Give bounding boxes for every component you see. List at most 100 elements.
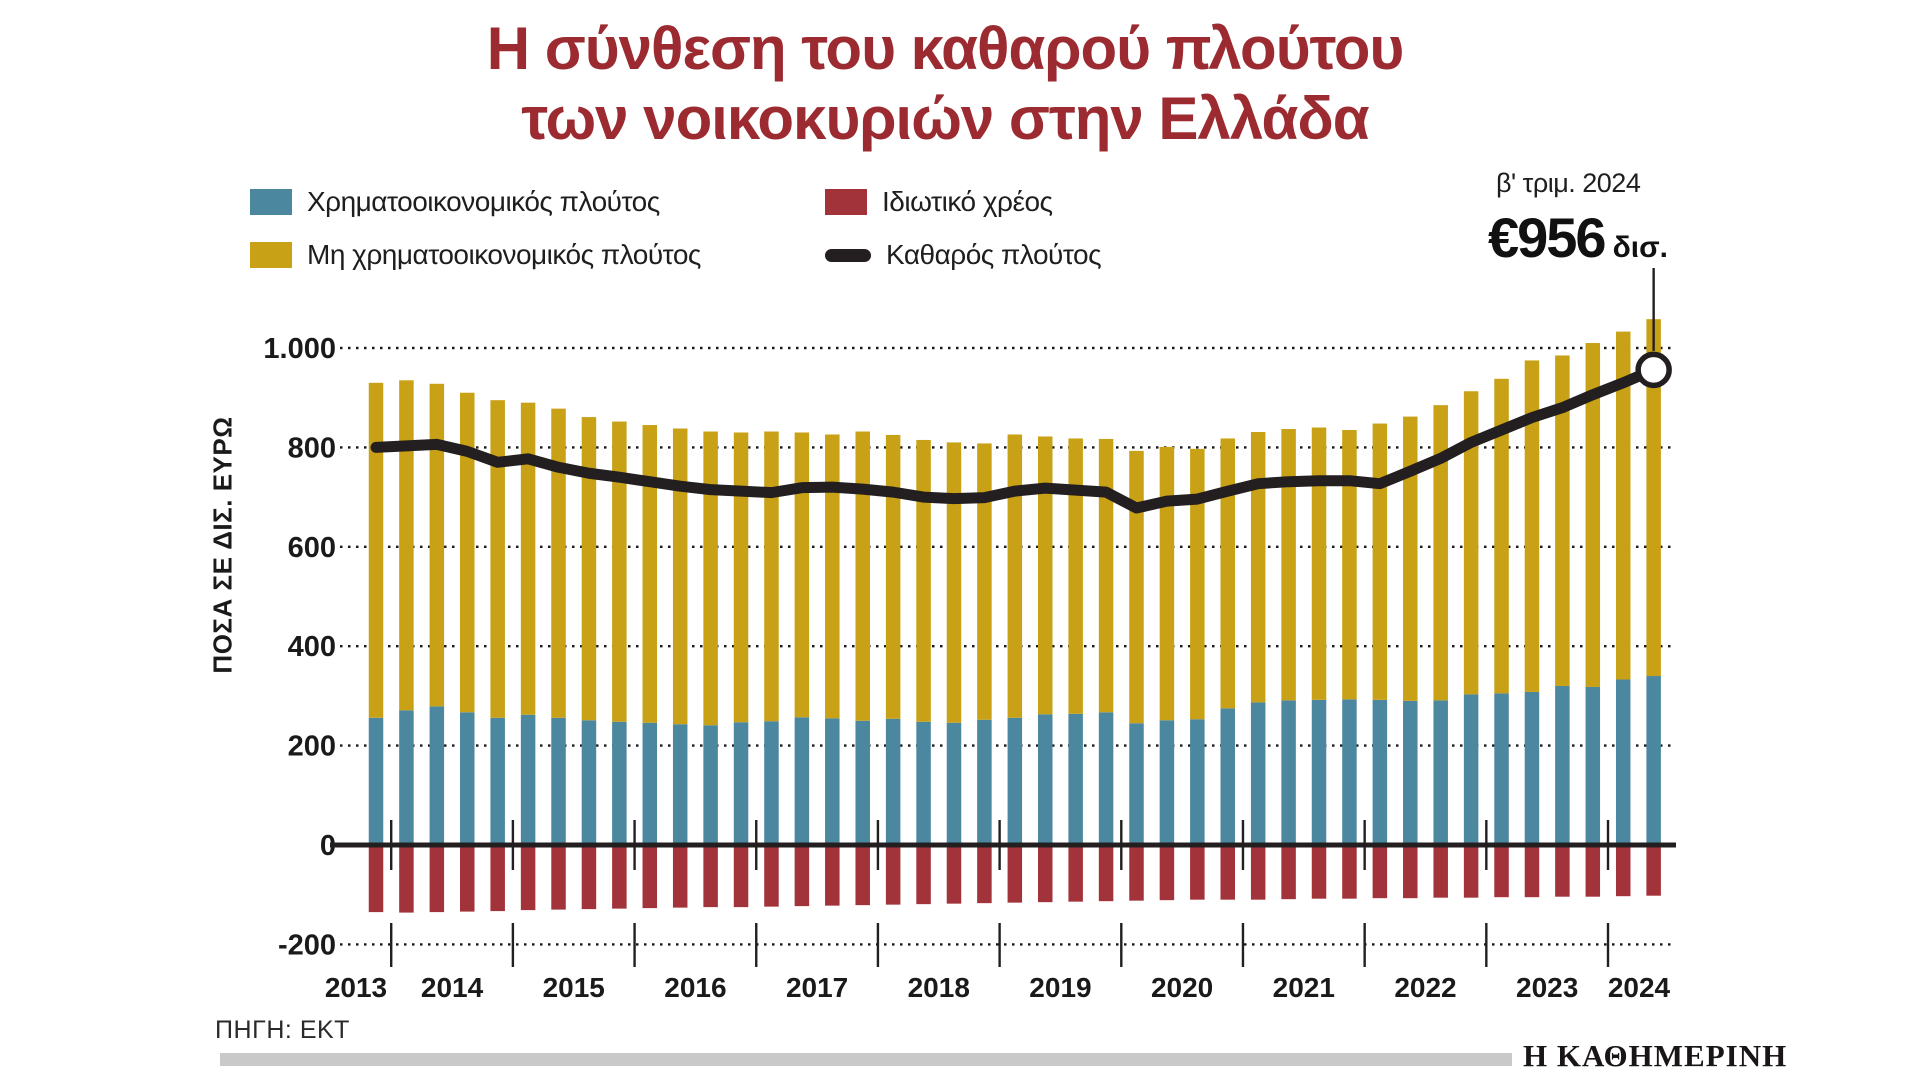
bar-non-financial bbox=[825, 434, 840, 719]
bar-debt bbox=[1281, 845, 1296, 900]
bar-financial bbox=[490, 717, 505, 845]
bar-financial bbox=[1403, 700, 1418, 845]
callout-unit: δισ. bbox=[1612, 231, 1668, 264]
bar-debt bbox=[1129, 845, 1144, 901]
bar-non-financial bbox=[1159, 446, 1175, 721]
net-wealth-line-swatch-icon bbox=[825, 248, 871, 262]
private-debt-swatch-icon bbox=[825, 189, 867, 215]
page-title: Η σύνθεση του καθαρού πλούτου των νοικοκ… bbox=[0, 14, 1890, 153]
bar-non-financial bbox=[1311, 427, 1327, 700]
bar-non-financial bbox=[794, 432, 810, 718]
svg-text:2021: 2021 bbox=[1273, 972, 1335, 1003]
title-line-1: Η σύνθεση του καθαρού πλούτου bbox=[486, 15, 1405, 82]
svg-text:1.000: 1.000 bbox=[263, 333, 336, 365]
bar-financial bbox=[429, 706, 445, 845]
bar-financial bbox=[977, 719, 992, 845]
svg-text:200: 200 bbox=[288, 731, 336, 763]
bar-non-financial bbox=[855, 431, 870, 721]
svg-text:0: 0 bbox=[320, 830, 336, 862]
svg-text:800: 800 bbox=[288, 432, 336, 464]
bar-non-financial bbox=[672, 428, 688, 725]
latest-point-marker bbox=[1635, 351, 1672, 389]
bar-debt bbox=[1159, 845, 1175, 901]
bar-debt bbox=[1220, 845, 1236, 900]
bar-non-financial bbox=[1342, 430, 1357, 700]
bar-debt bbox=[1007, 845, 1023, 903]
bar-debt bbox=[855, 845, 870, 906]
bar-non-financial bbox=[1524, 360, 1540, 692]
bar-financial bbox=[1037, 714, 1053, 845]
bar-non-financial bbox=[520, 402, 536, 715]
bar-financial bbox=[368, 717, 384, 845]
bar-non-financial bbox=[1403, 416, 1418, 701]
bar-non-financial bbox=[885, 434, 901, 719]
bar-financial bbox=[1555, 685, 1570, 845]
callout-value: €956 δισ. bbox=[1488, 205, 1748, 270]
bar-debt bbox=[1555, 845, 1570, 897]
bar-financial bbox=[1372, 699, 1388, 845]
non-financial-wealth-swatch-icon bbox=[250, 242, 292, 268]
bar-non-financial bbox=[612, 421, 627, 722]
bar-financial bbox=[1068, 713, 1083, 845]
bar-financial bbox=[1463, 694, 1479, 845]
bar-non-financial bbox=[1585, 343, 1601, 687]
stacked-bars bbox=[368, 319, 1661, 913]
bar-debt bbox=[825, 845, 840, 906]
bar-financial bbox=[855, 720, 870, 845]
bar-non-financial bbox=[1068, 438, 1083, 714]
bar-debt bbox=[551, 845, 566, 910]
legend-label: Μη χρηματοοικονομικός πλούτος bbox=[307, 239, 701, 270]
bar-non-financial bbox=[1372, 423, 1388, 700]
bar-financial bbox=[825, 718, 840, 845]
bar-non-financial bbox=[1494, 378, 1509, 694]
bar-non-financial bbox=[1098, 438, 1114, 713]
bar-debt bbox=[490, 845, 505, 912]
bar-non-financial bbox=[1037, 436, 1053, 715]
bar-financial bbox=[1098, 712, 1114, 845]
bar-financial bbox=[551, 717, 566, 845]
svg-text:2019: 2019 bbox=[1029, 972, 1091, 1003]
footer-divider-bar bbox=[220, 1053, 1512, 1066]
bar-financial bbox=[733, 722, 749, 845]
bar-non-financial bbox=[764, 431, 779, 722]
source-note: ΠΗΓΗ: ΕΚΤ bbox=[215, 1016, 350, 1044]
bar-financial bbox=[885, 718, 901, 845]
bar-financial bbox=[460, 712, 475, 845]
svg-text:2013: 2013 bbox=[325, 972, 387, 1003]
bar-financial bbox=[581, 720, 597, 845]
bar-debt bbox=[1250, 845, 1266, 900]
bar-financial bbox=[1007, 717, 1023, 845]
bar-financial bbox=[916, 721, 931, 845]
bar-debt bbox=[1311, 845, 1327, 899]
bar-financial bbox=[1615, 679, 1631, 845]
net-wealth-line bbox=[370, 364, 1660, 514]
bar-debt bbox=[1372, 845, 1388, 899]
legend-label: Καθαρός πλούτος bbox=[886, 239, 1102, 270]
bar-non-financial bbox=[429, 383, 445, 707]
bar-financial bbox=[1159, 720, 1175, 845]
bar-non-financial bbox=[946, 442, 962, 723]
bar-financial bbox=[1494, 693, 1509, 845]
bar-non-financial bbox=[1190, 448, 1205, 720]
bar-financial bbox=[642, 722, 658, 845]
bar-non-financial bbox=[703, 431, 718, 726]
legend-item-private-debt: Ιδιωτικό χρέος bbox=[825, 186, 1101, 218]
bar-debt bbox=[733, 845, 749, 908]
bar-debt bbox=[368, 845, 384, 913]
bar-non-financial bbox=[490, 400, 505, 718]
bar-non-financial bbox=[1250, 431, 1266, 703]
bar-non-financial bbox=[1220, 438, 1236, 709]
bar-financial bbox=[794, 717, 810, 845]
bar-non-financial bbox=[399, 380, 414, 711]
bar-debt bbox=[1646, 845, 1661, 896]
financial-wealth-swatch-icon bbox=[250, 189, 292, 215]
bar-debt bbox=[977, 845, 992, 904]
bar-debt bbox=[946, 845, 962, 904]
bar-financial bbox=[399, 710, 414, 845]
bar-debt bbox=[1433, 845, 1448, 898]
bar-non-financial bbox=[368, 382, 384, 718]
svg-text:2015: 2015 bbox=[543, 972, 605, 1003]
bar-financial bbox=[703, 725, 718, 845]
bar-debt bbox=[1615, 845, 1631, 897]
